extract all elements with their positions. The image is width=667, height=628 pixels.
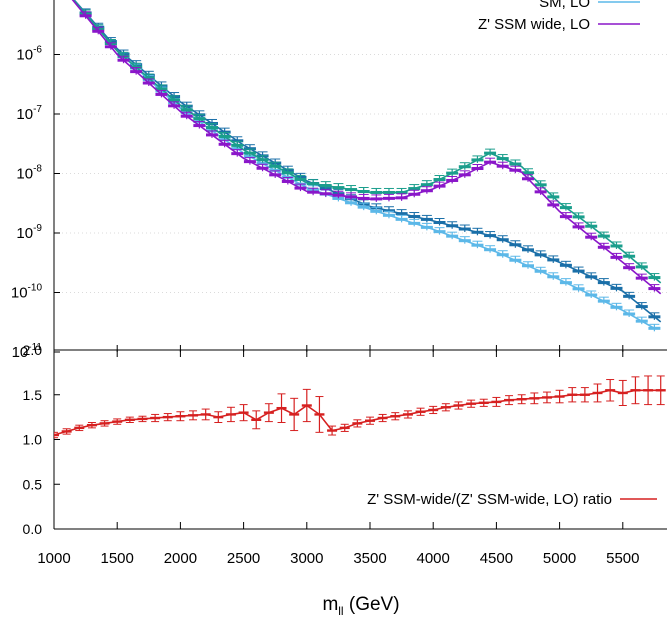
y-tick-label-base: 10 (16, 166, 33, 183)
x-tick-label: 5000 (543, 550, 576, 567)
ratio-y-tick-label: 1.5 (23, 387, 43, 403)
x-tick-label: 5500 (606, 550, 639, 567)
ratio-y-tick-label: 1.0 (23, 432, 43, 448)
x-tick-label: 2500 (227, 550, 260, 567)
legend-label: Z' SSM wide, LO (478, 16, 590, 33)
legend-label: SM, LO (539, 0, 590, 11)
ratio-y-tick-label: 0.0 (23, 521, 43, 537)
y-tick-label-base: 10 (12, 344, 29, 361)
y-tick-label-base: 10 (16, 225, 33, 242)
ratio-series (54, 375, 666, 439)
y-tick-label: 10-10 (11, 283, 43, 302)
main-panel-frame (53, 0, 624, 352)
x-tick-label: 3000 (290, 550, 323, 567)
y-tick-label-exponent: -9 (33, 223, 42, 234)
ratio-legend: Z' SSM-wide/(Z' SSM-wide, LO) ratio (367, 491, 657, 508)
main-legend: SM, LO Z' SSM wide, LO (478, 0, 640, 33)
y-tick-label-exponent: -8 (33, 164, 42, 175)
ratio-y-tick-label: 2.0 (23, 342, 43, 358)
series-line (72, 0, 662, 284)
x-tick-label: 4500 (480, 550, 513, 567)
x-axis-label-sub: ll (338, 604, 343, 618)
y-tick-label-exponent: -7 (33, 104, 42, 115)
y-tick-label-exponent: -6 (33, 45, 42, 56)
main-grid (54, 54, 667, 293)
ratio-line (54, 389, 661, 436)
x-axis-label: mll (GeV) (322, 594, 399, 618)
x-tick-label: 2000 (164, 550, 197, 567)
y-tick-label: 10-7 (16, 104, 42, 123)
ratio-legend-label: Z' SSM-wide/(Z' SSM-wide, LO) ratio (367, 491, 612, 508)
ratio-y-tick-label: 0.5 (23, 476, 43, 492)
x-tick-label: 1500 (101, 550, 134, 567)
y-tick-label-base: 10 (16, 47, 33, 64)
ratio-ticks: 0.0 0.5 1.0 1.5 2.0 1000 1500 2000 2500 3000 3500 4… (23, 342, 640, 567)
series-line (73, 0, 662, 323)
y-tick-label: 10-11 (12, 342, 43, 361)
series-line (71, 0, 662, 295)
y-tick-label: 10-9 (16, 223, 42, 242)
y-tick-label: 10-8 (16, 164, 42, 183)
y-tick-label: 10-6 (16, 45, 42, 64)
x-tick-label: 1000 (37, 550, 70, 567)
y-tick-label-exponent: -11 (28, 342, 42, 353)
x-tick-label: 4000 (417, 550, 450, 567)
main-series (71, 0, 662, 332)
y-tick-label-base: 10 (11, 285, 28, 302)
x-axis-label-main: m (322, 594, 338, 615)
y-tick-label-exponent: -10 (28, 283, 43, 294)
x-axis-label-unit: (GeV) (344, 594, 400, 615)
y-tick-label-base: 10 (16, 106, 33, 123)
x-tick-label: 3500 (353, 550, 386, 567)
